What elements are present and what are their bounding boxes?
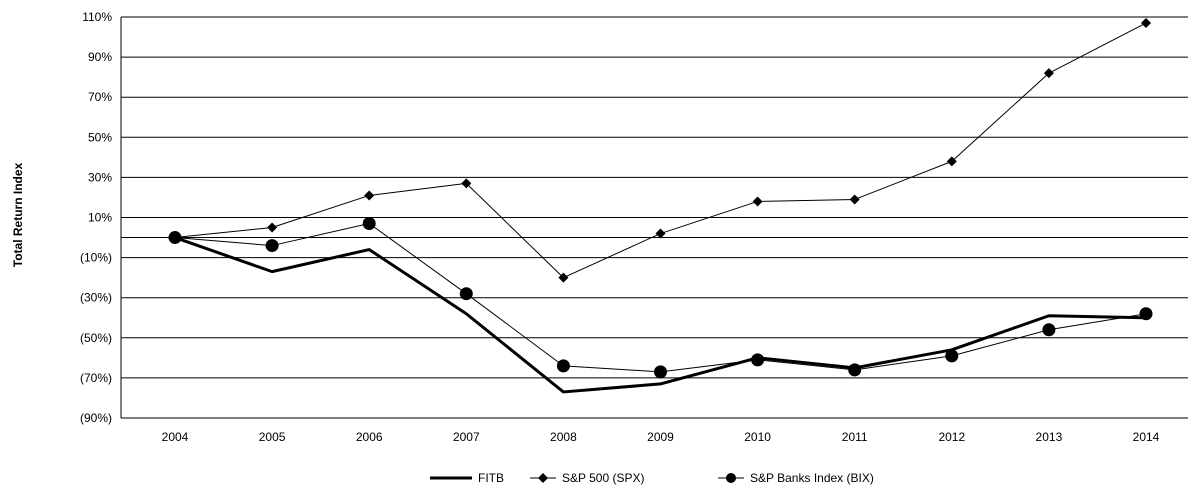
series-line: [174, 236, 1147, 394]
y-axis-title: Total Return Index: [11, 162, 25, 267]
x-tick-label: 2007: [453, 430, 480, 444]
x-tick-label: 2006: [356, 430, 383, 444]
data-point-marker: [946, 156, 957, 167]
data-point-marker: [1043, 68, 1054, 79]
x-tick-label: 2004: [162, 430, 189, 444]
y-tick-label: (70%): [80, 371, 112, 385]
data-point-marker: [461, 178, 472, 189]
x-tick-label: 2014: [1133, 430, 1160, 444]
x-tick-label: 2008: [550, 430, 577, 444]
data-point-marker: [364, 190, 375, 201]
data-point-marker: [362, 217, 376, 231]
x-tick-labels: 2004 2005 2006 2007 2008 2009 2010 2011 2012 2013…: [162, 430, 1160, 444]
data-point-marker: [1141, 18, 1151, 29]
legend-label: FITB: [478, 471, 504, 485]
x-tick-label: 2011: [842, 430, 868, 444]
y-tick-label: 10%: [88, 211, 112, 225]
data-point-marker: [654, 365, 667, 379]
y-tick-label: (90%): [80, 411, 112, 425]
y-tick-label: 70%: [88, 90, 112, 104]
data-point-marker: [1042, 323, 1056, 337]
series-group: [170, 18, 1151, 283]
x-tick-label: 2013: [1036, 430, 1063, 444]
legend-label: S&P Banks Index (BIX): [750, 471, 874, 485]
data-point-marker: [945, 349, 959, 363]
data-point-marker: [265, 239, 279, 253]
data-point-marker: [168, 231, 182, 245]
legend-marker: [538, 473, 548, 483]
data-point-marker: [556, 359, 570, 373]
data-point-marker: [267, 222, 278, 233]
legend: FITB S&P 500 (SPX) S&P Banks Index (BIX): [430, 471, 874, 485]
data-point-marker: [752, 196, 763, 207]
y-tick-label: (50%): [80, 331, 112, 345]
data-point-marker: [655, 228, 666, 239]
legend-item: FITB: [430, 471, 504, 485]
data-point-marker: [558, 272, 569, 283]
y-tick-label: (30%): [80, 291, 112, 305]
data-point-marker: [459, 287, 473, 301]
legend-item: S&P Banks Index (BIX): [718, 471, 874, 485]
y-tick-labels: 110% 90% 70% 50% 30% 10% (10%) (30%) (50%) (70%) (…: [80, 10, 112, 425]
gridlines: [120, 16, 1188, 419]
data-point-marker: [849, 194, 860, 205]
y-tick-label: 50%: [88, 130, 112, 144]
y-tick-label: 30%: [88, 170, 112, 184]
series-line: [174, 22, 1147, 279]
data-point-marker: [848, 363, 862, 377]
y-tick-label: (10%): [80, 251, 112, 265]
y-tick-label: 90%: [88, 50, 112, 64]
legend-marker: [726, 473, 736, 483]
x-tick-label: 2009: [647, 430, 674, 444]
legend-label: S&P 500 (SPX): [562, 471, 645, 485]
x-tick-label: 2010: [744, 430, 771, 444]
series-group: [174, 236, 1147, 394]
series-lines: [168, 18, 1153, 394]
x-tick-label: 2005: [259, 430, 286, 444]
data-point-marker: [751, 353, 765, 367]
x-tick-label: 2012: [938, 430, 965, 444]
y-tick-label: 110%: [82, 10, 112, 24]
data-point-marker: [1139, 307, 1153, 321]
legend-item: S&P 500 (SPX): [530, 471, 645, 485]
series-group: [168, 217, 1153, 379]
